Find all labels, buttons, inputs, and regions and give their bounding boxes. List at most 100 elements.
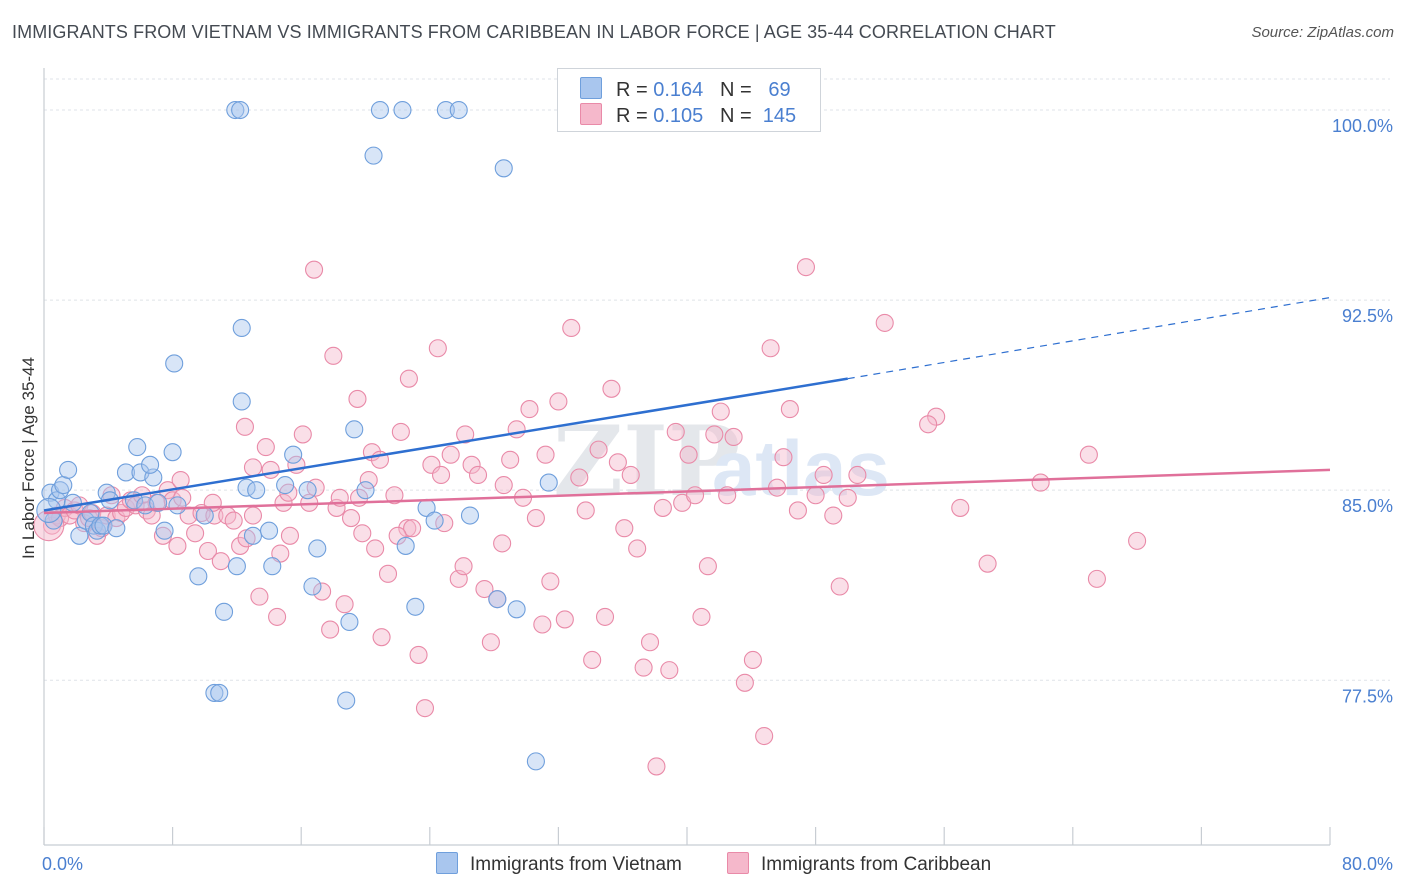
caribbean-point xyxy=(1079,445,1098,464)
vietnam-point xyxy=(364,146,383,165)
vietnam-point xyxy=(406,597,425,616)
tick-labels: 77.5% 85.0% 92.5% 100.0% 0.0% 80.0% xyxy=(42,116,1393,874)
bottom-legend-vietnam: Immigrants from Vietnam xyxy=(436,852,682,876)
legend-row-vietnam: R = 0.164 N = 69 xyxy=(580,77,791,101)
caribbean-point xyxy=(481,633,500,652)
caribbean-point xyxy=(705,425,724,444)
y-tick-label: 77.5% xyxy=(1342,686,1393,706)
caribbean-point xyxy=(562,318,581,338)
caribbean-point xyxy=(432,465,451,485)
caribbean-point xyxy=(1087,569,1106,588)
vietnam-point xyxy=(425,511,444,530)
vietnam-point xyxy=(70,526,89,545)
caribbean-point xyxy=(711,402,730,421)
caribbean-point xyxy=(293,425,312,444)
caribbean-point xyxy=(698,557,717,576)
caribbean-point xyxy=(608,453,627,472)
caribbean-point xyxy=(250,587,269,606)
caribbean-point xyxy=(348,389,367,408)
vietnam-point xyxy=(345,420,364,439)
caribbean-point xyxy=(526,509,545,528)
bottom-legend-caribbean: Immigrants from Caribbean xyxy=(727,852,991,876)
caribbean-point xyxy=(679,445,698,464)
vietnam-point xyxy=(155,521,174,540)
caribbean-point xyxy=(305,260,324,279)
vietnam-point xyxy=(63,493,82,512)
caribbean-point xyxy=(735,673,754,692)
caribbean-point xyxy=(685,486,705,505)
caribbean-point xyxy=(520,400,539,419)
caribbean-point xyxy=(615,519,634,538)
caribbean-point xyxy=(555,610,574,629)
vietnam-point xyxy=(460,506,480,525)
caribbean-point xyxy=(321,620,340,639)
vietnam-point xyxy=(276,476,295,495)
caribbean-point xyxy=(501,450,520,469)
caribbean-point xyxy=(353,524,372,543)
caribbean-point xyxy=(647,757,666,776)
caribbean-point xyxy=(415,699,435,718)
caribbean-point xyxy=(919,415,938,434)
y-axis-label: In Labor Force | Age 35-44 xyxy=(19,357,38,559)
caribbean-point xyxy=(848,465,867,485)
x-tick-label-max: 80.0% xyxy=(1342,854,1393,874)
caribbean-point xyxy=(224,511,243,530)
caribbean-point xyxy=(755,726,774,746)
vietnam-point xyxy=(337,691,356,710)
vietnam-point xyxy=(539,473,558,492)
caribbean-point xyxy=(761,339,780,358)
caribbean-point xyxy=(774,448,793,467)
caribbean-point xyxy=(796,258,816,277)
caribbean-point xyxy=(640,633,660,652)
caribbean-point xyxy=(399,369,418,388)
caribbean-point xyxy=(475,579,494,599)
vietnam-point xyxy=(54,476,73,495)
caribbean-point xyxy=(653,498,672,517)
caribbean-point xyxy=(280,526,299,545)
vietnam-point xyxy=(226,100,245,120)
trend-line-vietnam-extension xyxy=(847,296,1331,380)
vietnam-point xyxy=(243,526,263,545)
caribbean-point xyxy=(493,534,512,553)
caribbean-point xyxy=(441,445,460,464)
vietnam-point xyxy=(165,354,184,373)
caribbean-point xyxy=(366,539,385,558)
caribbean-point xyxy=(271,544,290,563)
vietnam-point xyxy=(507,600,526,619)
caribbean-point xyxy=(372,628,391,647)
vietnam-point xyxy=(227,557,246,576)
caribbean-point xyxy=(621,465,640,485)
vietnam-point xyxy=(210,683,229,702)
caribbean-point xyxy=(788,501,807,520)
stats-legend: R = 0.164 N = 69 R = 0.105 N = 145 xyxy=(557,68,821,132)
legend-n-caribbean: 145 xyxy=(762,105,797,127)
caribbean-point xyxy=(576,501,595,520)
vietnam-point xyxy=(59,460,78,479)
caribbean-point xyxy=(666,422,685,441)
caribbean-point xyxy=(324,346,343,365)
caribbean-point xyxy=(628,539,647,558)
caribbean-point xyxy=(403,519,422,538)
y-tick-label: 100.0% xyxy=(1332,116,1393,136)
vietnam-point xyxy=(149,493,168,512)
vietnam-point xyxy=(195,506,214,525)
vietnam-point xyxy=(232,392,251,411)
caribbean-point xyxy=(533,615,552,634)
vietnam-point xyxy=(163,443,182,462)
vietnam-point xyxy=(370,100,390,120)
caribbean-point xyxy=(428,339,447,358)
caribbean-point xyxy=(1128,531,1147,550)
caribbean-point xyxy=(692,607,711,626)
vietnam-point xyxy=(263,557,282,576)
bottom-legend-swatch-vietnam xyxy=(436,852,458,874)
caribbean-point xyxy=(211,552,230,571)
vietnam-point xyxy=(356,481,375,500)
caribbean-point xyxy=(391,422,410,441)
vietnam-point xyxy=(205,683,224,702)
legend-r-vietnam: 0.164 xyxy=(653,79,704,101)
vietnam-point xyxy=(189,567,208,586)
vietnam-point xyxy=(436,100,455,120)
legend-n-vietnam: 69 xyxy=(768,79,791,101)
y-tick-label: 85.0% xyxy=(1342,496,1393,516)
